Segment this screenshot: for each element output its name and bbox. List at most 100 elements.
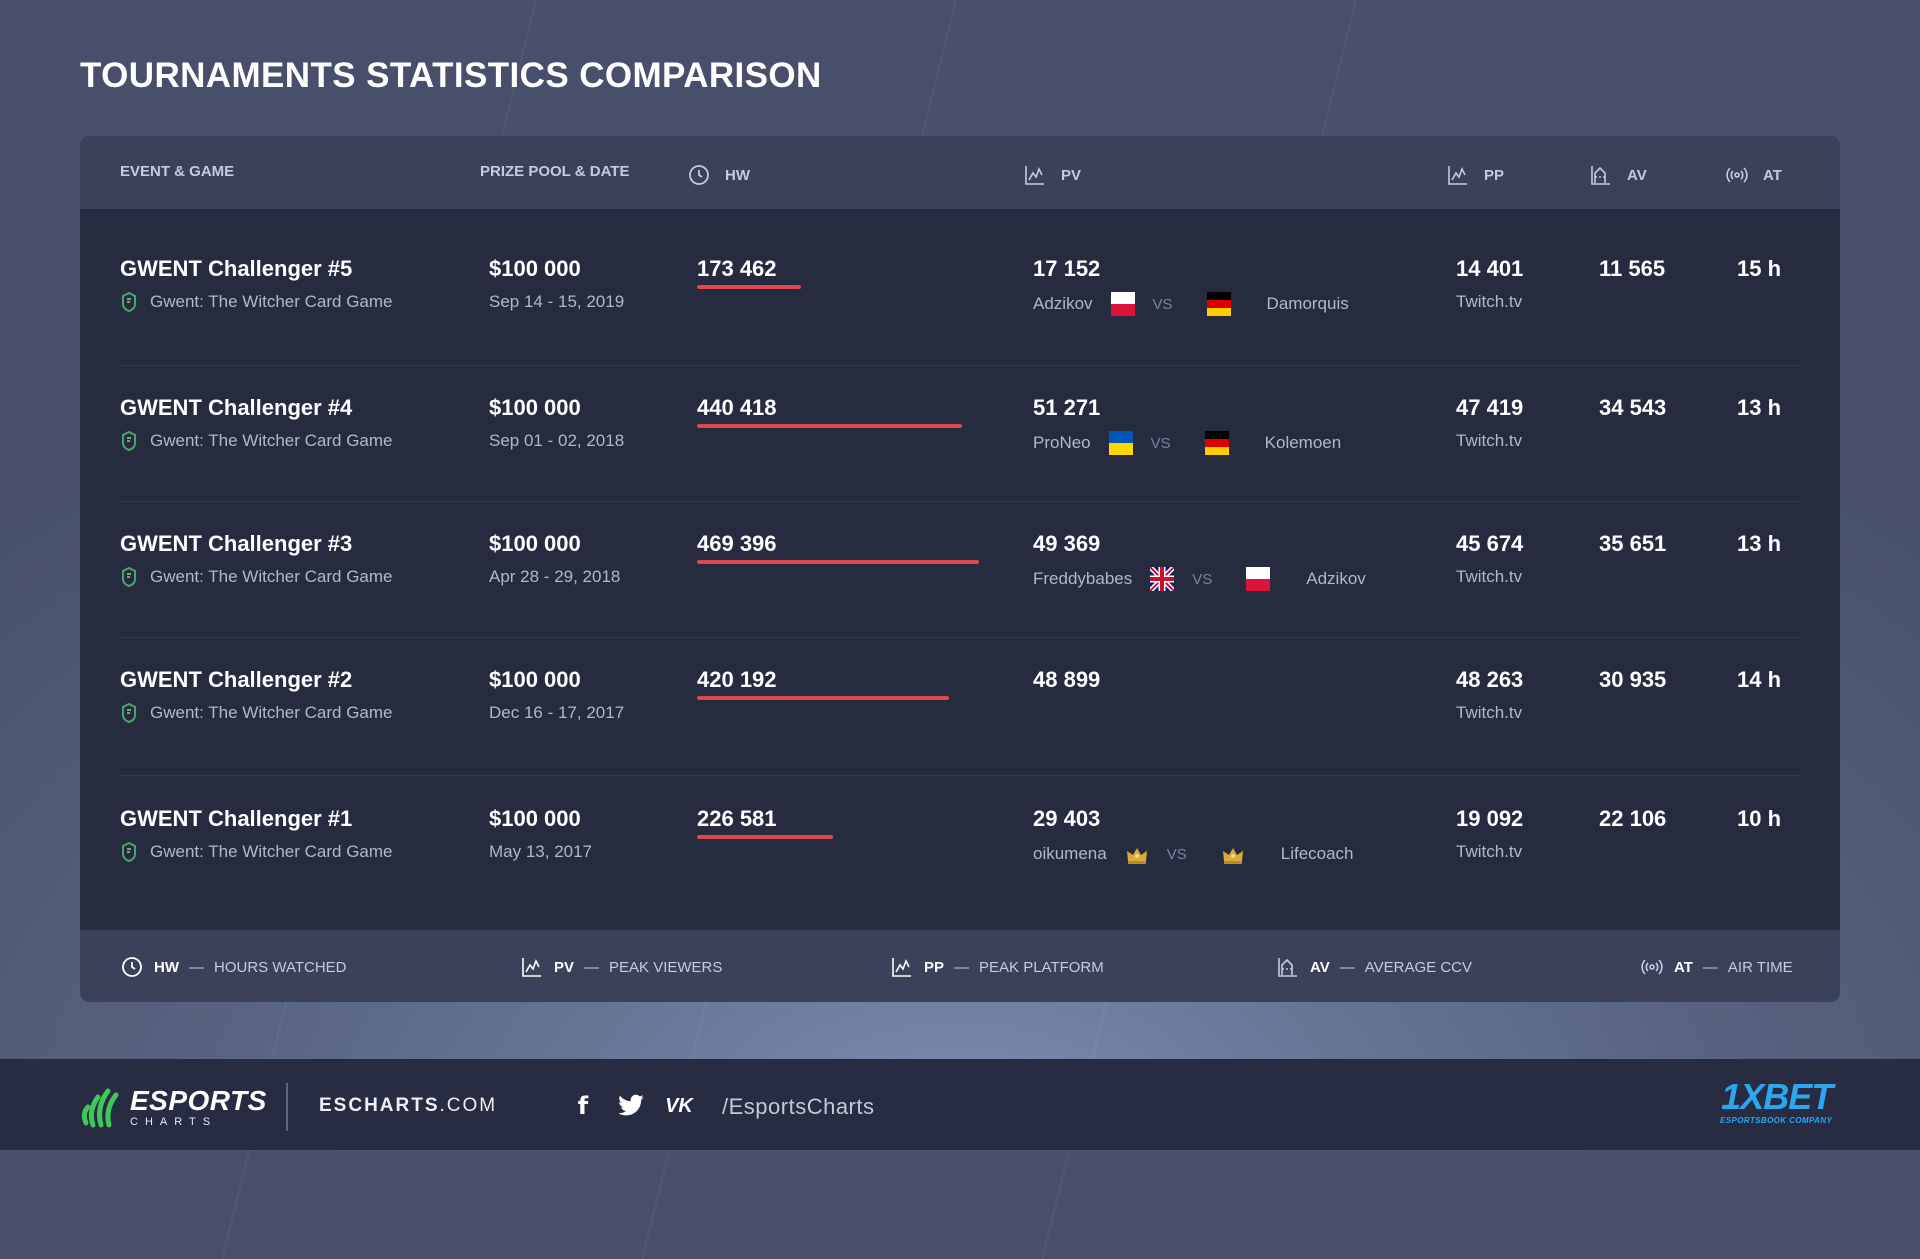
header-event-label: EVENT & GAME <box>120 163 235 180</box>
peak-match: ProNeo VS Kolemoen <box>1033 431 1341 455</box>
peak-viewers: 51 271 <box>1033 395 1101 420</box>
average-icon <box>1591 166 1610 185</box>
vs-label: VS <box>1192 570 1213 588</box>
legend-item: HW — HOURS WATCHED <box>120 955 347 979</box>
hours-watched: 420 192 <box>697 667 777 692</box>
sponsor-wordmark: 1XBET <box>1721 1076 1833 1117</box>
hours-watched: 173 462 <box>697 256 777 281</box>
vs-label: VS <box>1166 845 1187 863</box>
average-ccv: 30 935 <box>1599 667 1667 692</box>
table-row: GWENT Challenger #1 Gwent: The Witcher Ca… <box>120 806 1800 876</box>
broadcast-icon <box>1726 167 1748 183</box>
twitter-icon[interactable] <box>616 1091 646 1121</box>
legend-item: AT — AIR TIME <box>1640 955 1793 979</box>
sponsor-logo[interactable]: 1XBET ESPORTSBOOK COMPANY <box>1720 1076 1833 1126</box>
team-1: Adzikov <box>1033 294 1093 313</box>
gwent-game-icon <box>122 431 136 451</box>
game-name-label: Gwent: The Witcher Card Game <box>150 292 393 311</box>
logo-subtitle: CHARTS <box>130 1115 218 1128</box>
hours-watched: 469 396 <box>697 531 777 556</box>
statistics-table: EVENT & GAME PRIZE POOL & DATE HW PV PP … <box>80 136 1840 1002</box>
table-header: EVENT & GAME PRIZE POOL & DATE HW PV PP … <box>80 136 1840 209</box>
event-name[interactable]: GWENT Challenger #1 <box>120 806 353 831</box>
clock-icon <box>122 957 142 977</box>
uk-flag-icon <box>1148 565 1177 593</box>
game-name-label: Gwent: The Witcher Card Game <box>150 703 393 722</box>
social-handle[interactable]: /EsportsCharts <box>722 1094 875 1119</box>
header-event: EVENT & GAME <box>120 163 234 180</box>
legend-item: PV — PEAK VIEWERS <box>520 955 722 979</box>
average-icon <box>1278 958 1297 977</box>
esports-charts-logo[interactable]: ESPORTS CHARTS <box>80 1083 267 1131</box>
poland-flag-icon <box>1110 292 1135 316</box>
vk-icon[interactable]: VK <box>665 1094 693 1117</box>
legend-abbr: PP <box>924 958 945 976</box>
peak-viewers: 29 403 <box>1033 806 1101 831</box>
logo-wordmark: ESPORTS <box>130 1084 267 1116</box>
prize-pool: $100 000 <box>489 667 581 692</box>
table-row: GWENT Challenger #4 Gwent: The Witcher Ca… <box>120 395 1800 465</box>
team-2: Damorquis <box>1266 294 1349 313</box>
event-name[interactable]: GWENT Challenger #5 <box>120 256 353 281</box>
row-divider <box>120 501 1800 502</box>
platform-name: Twitch.tv <box>1456 292 1523 311</box>
table-row: GWENT Challenger #2 Gwent: The Witcher Ca… <box>120 667 1800 737</box>
facebook-icon[interactable]: f <box>577 1092 589 1120</box>
page-title: TOURNAMENTS STATISTICS COMPARISON <box>80 56 822 95</box>
air-time: 10 h <box>1737 806 1782 831</box>
average-ccv: 34 543 <box>1599 395 1667 420</box>
peak-match: oikumena VS Lifecoach <box>1033 842 1354 866</box>
game-name: Gwent: The Witcher Card Game <box>120 842 393 862</box>
legend-label: HOURS WATCHED <box>214 958 347 976</box>
event-date: Sep 01 - 02, 2018 <box>489 431 625 450</box>
footer-bar: ESPORTS CHARTS ESCHARTS.COM f VK /Esport… <box>0 1059 1920 1150</box>
broadcast-icon <box>1641 959 1663 975</box>
site-link[interactable]: ESCHARTS.COM <box>319 1095 497 1117</box>
header-pp: PP <box>1446 163 1504 187</box>
legend-dash: — <box>189 958 204 976</box>
chart-icon <box>522 958 541 977</box>
hours-watched-bar <box>697 835 833 839</box>
air-time: 14 h <box>1737 667 1782 692</box>
chart-icon <box>1448 166 1467 185</box>
ukraine-flag-icon <box>1108 431 1133 455</box>
event-name[interactable]: GWENT Challenger #4 <box>120 395 353 420</box>
peak-viewers: 48 899 <box>1033 667 1101 692</box>
hours-watched-bar <box>697 285 801 289</box>
game-name: Gwent: The Witcher Card Game <box>120 431 393 451</box>
header-hw: HW <box>687 163 750 187</box>
legend-abbr: PV <box>554 958 575 976</box>
sponsor-subtitle: ESPORTSBOOK COMPANY <box>1720 1116 1833 1125</box>
legend-item: PP — PEAK PLATFORM <box>890 955 1104 979</box>
air-time: 13 h <box>1737 395 1782 420</box>
germany-flag-icon <box>1204 431 1229 455</box>
legend-item: AV — AVERAGE CCV <box>1276 955 1472 979</box>
peak-viewers: 17 152 <box>1033 256 1101 281</box>
header-pp-label: PP <box>1484 166 1505 184</box>
game-name-label: Gwent: The Witcher Card Game <box>150 842 393 861</box>
peak-viewers: 49 369 <box>1033 531 1101 556</box>
row-divider <box>120 637 1800 638</box>
legend-dash: — <box>1702 958 1718 976</box>
event-date: Dec 16 - 17, 2017 <box>489 703 625 722</box>
peak-match: Freddybabes VS Adzikov <box>1033 565 1366 593</box>
event-name[interactable]: GWENT Challenger #2 <box>120 667 353 692</box>
social-links: f VK <box>568 1091 694 1121</box>
header-av: AV <box>1589 163 1647 187</box>
peak-platform-viewers: 45 674 <box>1456 531 1524 556</box>
game-name: Gwent: The Witcher Card Game <box>120 567 393 587</box>
header-av-label: AV <box>1627 166 1647 184</box>
prize-pool: $100 000 <box>489 256 581 281</box>
event-date: Apr 28 - 29, 2018 <box>489 567 621 586</box>
legend-dash: — <box>584 958 600 976</box>
footer-divider <box>286 1083 288 1131</box>
event-name[interactable]: GWENT Challenger #3 <box>120 531 353 556</box>
legend-dash: — <box>954 958 970 976</box>
team-1: ProNeo <box>1033 433 1091 452</box>
header-at: AT <box>1725 163 1782 187</box>
chart-icon <box>892 958 911 977</box>
peak-platform-viewers: 47 419 <box>1456 395 1524 420</box>
platform-name: Twitch.tv <box>1456 567 1523 586</box>
hours-watched-bar <box>697 424 962 428</box>
team-2: Adzikov <box>1306 569 1366 588</box>
